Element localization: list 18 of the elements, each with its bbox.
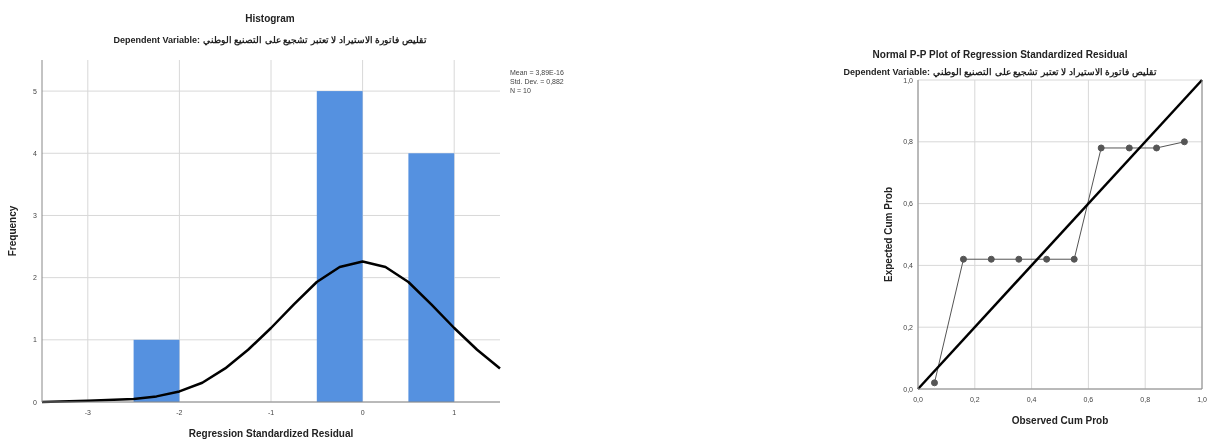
point [1180, 138, 1188, 146]
point [930, 379, 938, 387]
point [1043, 255, 1051, 263]
y-axis-title: Frequency [7, 205, 18, 257]
point [1153, 144, 1161, 152]
point [1097, 144, 1105, 152]
point [987, 255, 995, 263]
x-axis-title: Regression Standardized Residual [188, 428, 354, 439]
chart-subtitle: Dependent Variable: تقليص فاتورة الاستيراد لا تعتبر تشجيع على التصنيع الوطني [843, 67, 1157, 78]
point [1070, 255, 1078, 263]
x-axis-title: Observed Cum Prob [1011, 415, 1109, 426]
chart-subtitle: Dependent Variable: تقليص فاتورة الاستيراد لا تعتبر تشجيع على التصنيع الوطني [113, 35, 427, 46]
chart-title: Histogram [245, 13, 295, 24]
y-axis-title: Expected Cum Prob [883, 186, 894, 283]
point [959, 255, 967, 263]
point [1125, 144, 1133, 152]
point [1015, 255, 1023, 263]
chart-title: Normal P-P Plot of Regression Standardized Residual [872, 49, 1128, 60]
